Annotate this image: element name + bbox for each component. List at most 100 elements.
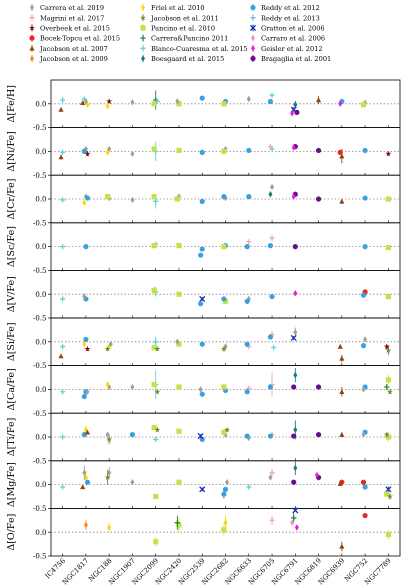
- data-marker: [362, 195, 368, 201]
- panel-y-label: Δ[V/Fe]: [6, 276, 17, 312]
- data-point: [151, 381, 157, 388]
- data-point: [151, 424, 157, 431]
- data-point: [60, 389, 66, 395]
- data-point: [58, 353, 64, 359]
- data-point: [198, 301, 204, 307]
- data-point: [60, 97, 66, 103]
- data-point: [82, 293, 87, 300]
- data-marker: [83, 521, 88, 529]
- data-point: [105, 431, 110, 438]
- data-point: [154, 98, 160, 105]
- data-marker: [363, 336, 368, 343]
- data-point: [244, 244, 250, 250]
- data-point: [199, 391, 205, 397]
- data-marker: [84, 479, 91, 485]
- data-marker: [384, 491, 390, 497]
- legend-label: Overbeek et al. 2015: [40, 25, 110, 33]
- data-point: [80, 100, 86, 106]
- data-point: [293, 327, 298, 338]
- data-marker: [386, 493, 394, 500]
- legend-entry: Jacobson et al. 2011: [139, 14, 219, 22]
- panel: -0.5 0.0 Δ[Fe/H]: [6, 79, 401, 132]
- data-marker: [154, 345, 161, 352]
- data-point: [85, 388, 90, 395]
- data-marker: [82, 469, 87, 476]
- y-tick-label: 0.0: [35, 338, 46, 346]
- data-point: [339, 354, 345, 363]
- data-point: [221, 524, 227, 536]
- data-marker: [82, 293, 87, 300]
- data-marker: [293, 464, 298, 472]
- data-point: [292, 244, 298, 250]
- data-marker: [269, 235, 275, 241]
- data-point: [85, 101, 90, 108]
- data-point: [199, 198, 205, 204]
- legend-label: Jacobson et al. 2007: [39, 45, 108, 53]
- data-point: [130, 383, 135, 391]
- data-marker: [360, 479, 367, 485]
- data-point: [315, 96, 322, 104]
- data-marker: [153, 539, 159, 545]
- panel-y-label: Δ[O/Fe]: [6, 514, 17, 551]
- data-marker: [291, 144, 296, 151]
- data-point: [220, 345, 227, 352]
- data-marker: [339, 432, 345, 437]
- data-marker: [246, 95, 251, 103]
- data-marker: [175, 98, 180, 105]
- data-point: [386, 493, 394, 500]
- data-marker: [154, 426, 161, 433]
- data-point: [270, 183, 275, 191]
- legend-marker: [29, 15, 35, 21]
- data-marker: [291, 515, 297, 521]
- data-marker: [291, 479, 297, 485]
- data-marker: [268, 474, 273, 481]
- data-marker: [199, 341, 205, 347]
- data-marker: [337, 149, 343, 155]
- data-marker: [154, 388, 161, 395]
- data-marker: [151, 101, 157, 107]
- data-marker: [290, 519, 295, 526]
- data-marker: [292, 507, 299, 514]
- data-point: [292, 507, 299, 514]
- data-point: [199, 149, 205, 155]
- data-point: [315, 432, 322, 438]
- data-marker: [268, 191, 273, 198]
- legend-label: Friel et al. 2010: [151, 4, 205, 12]
- data-point: [199, 95, 205, 101]
- legend-label: Boesgaard et al. 2015: [151, 55, 224, 63]
- legend-entry: Bragaglia et al. 2001: [250, 55, 331, 63]
- data-point: [291, 193, 296, 200]
- data-marker: [222, 298, 229, 304]
- data-marker: [271, 344, 277, 351]
- panel-frame: [50, 269, 401, 319]
- legend-marker: [139, 14, 147, 21]
- legend: Carrera et al. 2019 Magrini et al. 2017 Ov…: [28, 4, 331, 63]
- data-point: [315, 196, 322, 202]
- data-point: [362, 484, 368, 490]
- data-marker: [267, 433, 274, 439]
- data-point: [269, 515, 275, 526]
- data-point: [337, 149, 343, 155]
- legend-label: Bocek-Topcu et al. 2015: [40, 35, 120, 43]
- data-marker: [361, 431, 366, 438]
- data-point: [244, 389, 250, 395]
- data-point: [315, 147, 322, 154]
- data-point: [58, 154, 64, 160]
- data-marker: [246, 194, 252, 200]
- data-marker: [267, 384, 274, 390]
- panel: -0.5 0.0 Δ[Si/Fe]: [6, 317, 401, 370]
- data-marker: [267, 144, 274, 150]
- y-tick-label: -0.5: [33, 553, 47, 561]
- y-tick-label: -0.5: [33, 219, 47, 227]
- data-marker: [270, 183, 275, 191]
- data-marker: [362, 244, 368, 250]
- data-point: [175, 338, 180, 345]
- legend-label: Jacobson et al. 2011: [150, 14, 219, 22]
- data-point: [129, 432, 136, 438]
- data-marker: [386, 388, 394, 395]
- data-marker: [199, 486, 206, 493]
- legend-marker: [140, 35, 146, 41]
- panel: -0.5 0.0 Δ[Ti/Fe]: [6, 412, 401, 465]
- data-marker: [338, 100, 343, 107]
- data-marker: [290, 110, 295, 117]
